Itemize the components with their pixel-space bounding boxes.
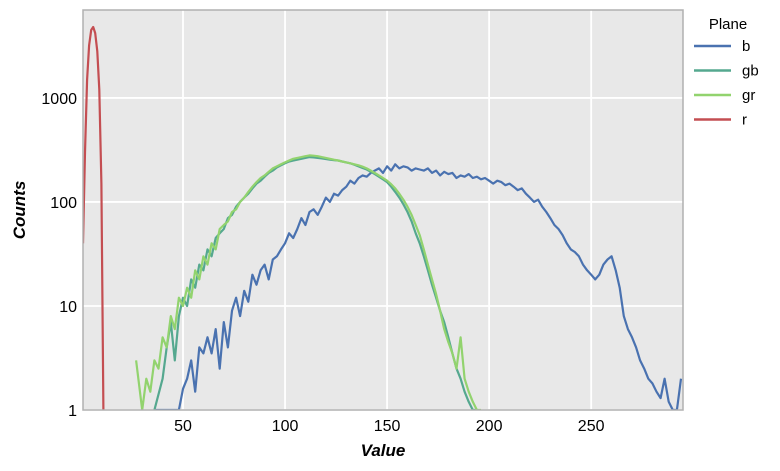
- plot-frame: [82, 9, 684, 411]
- legend: Plane b gb gr r: [694, 16, 759, 129]
- legend-label-gb: gb: [742, 63, 759, 80]
- tick-labels: 50 100 150 200 250 1 10 100 1000: [41, 91, 604, 435]
- legend-title: Plane: [709, 16, 747, 33]
- x-tick-label: 50: [174, 418, 192, 435]
- series-line-gr: [135, 154, 481, 410]
- series-line-r: [83, 25, 105, 410]
- y-tick-label: 1: [68, 403, 77, 420]
- x-tick-label: 150: [374, 418, 401, 435]
- x-tick-label: 200: [476, 418, 503, 435]
- series-line-gb: [153, 156, 477, 410]
- y-tick-label: 100: [50, 195, 77, 212]
- y-tick-label: 1000: [41, 91, 77, 108]
- x-tick-label: 250: [578, 418, 605, 435]
- series-layer: [83, 25, 683, 410]
- y-axis-title: Counts: [10, 181, 29, 240]
- x-tick-label: 100: [272, 418, 299, 435]
- legend-label-gr: gr: [742, 87, 755, 104]
- series-line-b: [154, 163, 683, 410]
- legend-label-r: r: [742, 112, 747, 129]
- y-tick-label: 10: [59, 299, 77, 316]
- x-axis-title: Value: [361, 441, 406, 460]
- legend-label-b: b: [742, 38, 750, 55]
